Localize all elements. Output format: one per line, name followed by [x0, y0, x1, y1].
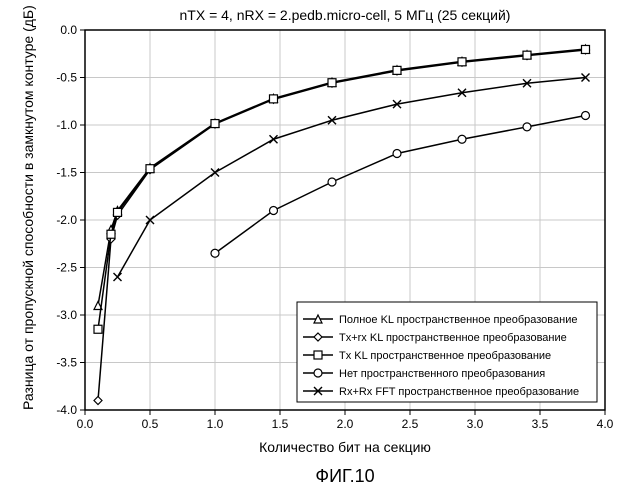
legend-label: Нет пространственного преобразования [339, 368, 545, 380]
x-tick-label: 1.5 [272, 417, 289, 431]
y-tick-label: -2.5 [56, 261, 77, 275]
figure-label: ФИГ.10 [315, 466, 374, 486]
marker-square [114, 208, 122, 216]
x-tick-label: 3.0 [467, 417, 484, 431]
marker-square [107, 230, 115, 238]
marker-circle [270, 207, 278, 215]
chart-title: nTX = 4, nRX = 2.pedb.micro-cell, 5 МГц … [180, 7, 511, 23]
y-tick-label: -3.0 [56, 308, 77, 322]
y-tick-label: -0.5 [56, 71, 77, 85]
marker-square [328, 79, 336, 87]
x-tick-label: 2.5 [402, 417, 419, 431]
x-tick-label: 0.5 [142, 417, 159, 431]
marker-square [146, 165, 154, 173]
x-tick-label: 2.0 [337, 417, 354, 431]
marker-square [211, 120, 219, 128]
marker-circle [582, 112, 590, 120]
x-tick-label: 0.0 [77, 417, 94, 431]
y-axis-label: Разница от пропускной способности в замк… [20, 5, 36, 410]
marker-square [458, 58, 466, 66]
marker-circle [314, 369, 322, 377]
series-line [98, 49, 586, 329]
marker-square [270, 95, 278, 103]
x-tick-label: 3.5 [532, 417, 549, 431]
marker-square [94, 325, 102, 333]
y-tick-label: -2.0 [56, 213, 77, 227]
marker-square [582, 45, 590, 53]
marker-circle [393, 150, 401, 158]
marker-square [393, 66, 401, 74]
legend-label: Tx KL пространственное преобразование [339, 350, 551, 362]
y-tick-label: -4.0 [56, 403, 77, 417]
y-tick-label: -1.0 [56, 118, 77, 132]
series-line [118, 78, 586, 278]
marker-square [523, 51, 531, 59]
y-tick-label: 0.0 [60, 23, 77, 37]
x-tick-label: 1.0 [207, 417, 224, 431]
y-tick-label: -3.5 [56, 356, 77, 370]
line-chart: 0.0 0.5 1.0 1.5 2.0 2.5 3.0 3.5 4.0 -4.0 -3.5 -3.0 -… [0, 0, 641, 500]
marker-circle [328, 178, 336, 186]
x-tick-label: 4.0 [597, 417, 614, 431]
marker-circle [523, 123, 531, 131]
legend-label: Tx+rx KL пространственное преобразование [339, 332, 567, 344]
marker-diamond [94, 397, 102, 405]
y-tick-label: -1.5 [56, 166, 77, 180]
legend-label: Полное KL пространственное преобразовани… [339, 314, 577, 326]
marker-square [314, 351, 322, 359]
x-axis-label: Количество бит на секцию [259, 439, 431, 455]
marker-circle [458, 135, 466, 143]
marker-circle [211, 249, 219, 257]
legend-label: Rx+Rx FFT пространственное преобразовани… [339, 386, 579, 398]
